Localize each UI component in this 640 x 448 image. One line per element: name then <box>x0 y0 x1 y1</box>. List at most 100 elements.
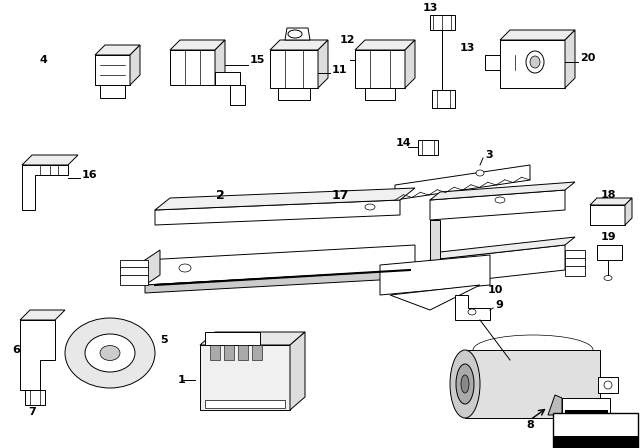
Text: 15: 15 <box>250 55 266 65</box>
Polygon shape <box>95 45 140 55</box>
Polygon shape <box>270 40 328 50</box>
Polygon shape <box>145 245 415 285</box>
Polygon shape <box>395 165 530 200</box>
Text: 7: 7 <box>28 407 36 417</box>
Polygon shape <box>224 345 234 360</box>
Polygon shape <box>355 50 405 88</box>
Polygon shape <box>25 390 45 405</box>
Ellipse shape <box>456 364 474 404</box>
Polygon shape <box>170 50 215 85</box>
Polygon shape <box>318 40 328 88</box>
Polygon shape <box>278 88 310 100</box>
Polygon shape <box>430 15 455 30</box>
Polygon shape <box>430 182 575 200</box>
Polygon shape <box>430 237 575 260</box>
Polygon shape <box>380 255 490 295</box>
Text: 4: 4 <box>40 55 48 65</box>
Polygon shape <box>290 332 305 410</box>
Polygon shape <box>155 188 415 210</box>
Polygon shape <box>230 85 245 105</box>
Polygon shape <box>590 198 632 205</box>
Polygon shape <box>565 266 585 276</box>
Ellipse shape <box>526 51 544 73</box>
Text: 13: 13 <box>460 43 476 53</box>
Text: 20: 20 <box>580 53 595 63</box>
Text: 18: 18 <box>600 190 616 200</box>
Polygon shape <box>565 410 608 415</box>
Ellipse shape <box>604 381 612 389</box>
Polygon shape <box>210 345 220 360</box>
Text: 8: 8 <box>526 420 534 430</box>
Polygon shape <box>562 398 610 415</box>
Polygon shape <box>625 198 632 225</box>
Polygon shape <box>548 395 562 415</box>
Polygon shape <box>430 220 440 260</box>
Text: 1: 1 <box>178 375 186 385</box>
Polygon shape <box>418 140 438 155</box>
Text: 3: 3 <box>485 150 493 160</box>
Text: 14: 14 <box>396 138 412 148</box>
Ellipse shape <box>530 56 540 68</box>
Polygon shape <box>598 377 618 393</box>
Ellipse shape <box>604 276 612 280</box>
Polygon shape <box>120 267 148 277</box>
Text: 13: 13 <box>422 3 438 13</box>
Ellipse shape <box>461 375 469 393</box>
Polygon shape <box>200 332 305 345</box>
Text: 00008191: 00008191 <box>577 435 614 444</box>
Ellipse shape <box>85 334 135 372</box>
Polygon shape <box>485 55 500 70</box>
Text: 2: 2 <box>216 189 225 202</box>
Polygon shape <box>565 30 575 88</box>
Polygon shape <box>500 30 575 40</box>
Polygon shape <box>565 258 585 268</box>
Polygon shape <box>205 332 260 345</box>
Polygon shape <box>500 40 565 88</box>
Polygon shape <box>390 285 480 310</box>
Ellipse shape <box>495 197 505 203</box>
Polygon shape <box>130 45 140 85</box>
Text: 10: 10 <box>488 285 504 295</box>
Polygon shape <box>270 50 318 88</box>
Text: 5: 5 <box>160 335 168 345</box>
Ellipse shape <box>179 264 191 272</box>
Text: 6: 6 <box>12 345 20 355</box>
Polygon shape <box>238 345 248 360</box>
Ellipse shape <box>450 350 480 418</box>
Polygon shape <box>405 40 415 88</box>
Text: 17: 17 <box>332 189 349 202</box>
Polygon shape <box>285 28 310 40</box>
Polygon shape <box>200 345 290 410</box>
Polygon shape <box>215 72 240 85</box>
Text: 19: 19 <box>600 232 616 242</box>
Ellipse shape <box>365 204 375 210</box>
Polygon shape <box>155 200 400 225</box>
Bar <box>553 413 638 448</box>
Polygon shape <box>597 245 622 260</box>
Polygon shape <box>120 275 148 285</box>
Polygon shape <box>22 155 78 165</box>
Bar <box>553 436 638 448</box>
Polygon shape <box>252 345 262 360</box>
Polygon shape <box>170 40 225 50</box>
Polygon shape <box>465 350 600 418</box>
Polygon shape <box>430 190 565 220</box>
Polygon shape <box>565 250 585 260</box>
Polygon shape <box>365 88 395 100</box>
Ellipse shape <box>100 345 120 361</box>
Polygon shape <box>590 205 625 225</box>
Polygon shape <box>205 400 285 408</box>
Polygon shape <box>95 55 130 85</box>
Polygon shape <box>100 85 125 98</box>
Polygon shape <box>455 295 490 320</box>
Ellipse shape <box>468 309 476 315</box>
Ellipse shape <box>288 30 302 38</box>
Polygon shape <box>430 245 565 285</box>
Polygon shape <box>145 270 415 293</box>
Text: 9: 9 <box>495 300 503 310</box>
Text: 12: 12 <box>340 35 355 45</box>
Polygon shape <box>432 90 455 108</box>
Text: 16: 16 <box>82 170 98 180</box>
Text: 11: 11 <box>332 65 348 75</box>
Ellipse shape <box>65 318 155 388</box>
